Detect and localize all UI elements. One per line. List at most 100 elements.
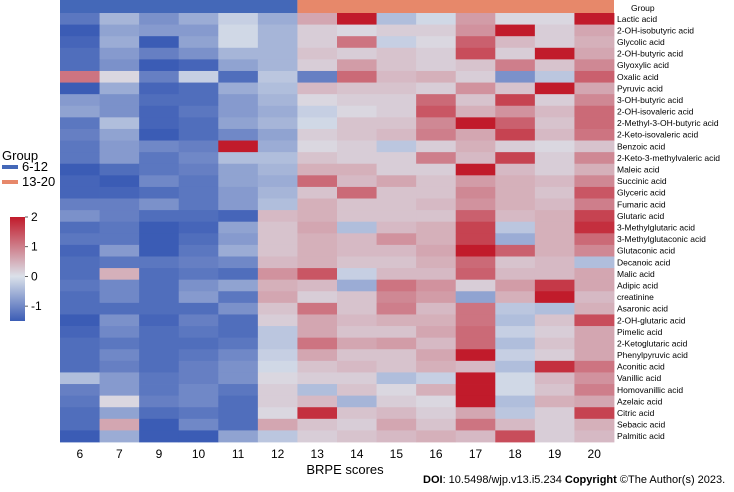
heatmap-cell xyxy=(139,82,180,95)
heatmap-cell xyxy=(455,221,496,234)
heatmap-cell xyxy=(534,13,575,25)
heatmap-cell xyxy=(218,47,259,60)
heatmap-cell xyxy=(99,279,140,292)
heatmap-cell xyxy=(60,256,100,269)
heatmap-cell xyxy=(139,70,180,83)
heatmap-cell xyxy=(60,337,100,350)
heatmap-cell xyxy=(178,175,219,188)
heatmap-cell xyxy=(257,210,298,223)
heatmap-cell xyxy=(534,175,575,188)
column-label: 11 xyxy=(232,447,245,461)
row-label: 3-Methylglutaconic acid xyxy=(617,234,706,244)
heatmap-cell xyxy=(574,128,615,141)
heatmap-cell xyxy=(99,407,140,420)
heatmap-cell xyxy=(574,326,615,339)
heatmap-cell xyxy=(534,36,575,49)
heatmap-cell xyxy=(574,256,615,269)
heatmap-cell xyxy=(218,314,259,327)
heatmap-cell xyxy=(139,13,180,25)
heatmap-cell xyxy=(574,59,615,72)
heatmap-cell xyxy=(297,418,338,431)
heatmap-cell xyxy=(416,418,457,431)
row-label: 2-Keto-3-methylvaleric acid xyxy=(617,153,720,163)
heatmap-cell xyxy=(376,24,417,37)
heatmap-cell xyxy=(139,395,180,408)
heatmap-cell xyxy=(218,349,259,362)
row-label: Glutaconic acid xyxy=(617,246,675,256)
heatmap-cell xyxy=(534,337,575,350)
heatmap-cell xyxy=(218,128,259,141)
heatmap-cell xyxy=(297,105,338,118)
heatmap-cell xyxy=(257,47,298,60)
heatmap-cell xyxy=(99,418,140,431)
heatmap-cell xyxy=(416,256,457,269)
heatmap-cell xyxy=(218,268,259,281)
heatmap-cell xyxy=(337,36,377,49)
heatmap-cell xyxy=(495,302,536,315)
heatmap-cell xyxy=(495,407,536,420)
heatmap-cell xyxy=(416,291,457,304)
heatmap-cell xyxy=(455,407,496,420)
heatmap-cell xyxy=(99,36,140,49)
column-label: 9 xyxy=(156,447,163,461)
heatmap-cell xyxy=(139,372,180,385)
heatmap-cell xyxy=(337,233,377,246)
heatmap-cell xyxy=(495,70,536,83)
heatmap-cell xyxy=(337,128,377,141)
heatmap-cell xyxy=(534,47,575,60)
heatmap-cell xyxy=(99,105,140,118)
heatmap-cell xyxy=(60,198,100,211)
group-annotation-bar xyxy=(60,0,614,13)
heatmap-cell xyxy=(60,279,100,292)
heatmap-cell xyxy=(337,418,377,431)
row-label: Benzoic acid xyxy=(617,141,665,151)
heatmap-cell xyxy=(139,418,180,431)
heatmap-cell xyxy=(455,268,496,281)
heatmap-cell xyxy=(495,94,536,107)
heatmap-cell xyxy=(376,244,417,257)
heatmap-cell xyxy=(416,314,457,327)
heatmap-cell xyxy=(178,384,219,397)
heatmap-cell xyxy=(257,384,298,397)
x-axis-title: BRPE scores xyxy=(306,462,384,477)
heatmap-cell xyxy=(455,326,496,339)
heatmap-cell xyxy=(455,94,496,107)
heatmap-cell xyxy=(534,24,575,37)
heatmap-cell xyxy=(218,117,259,130)
heatmap-cell xyxy=(178,198,219,211)
heatmap-cell xyxy=(495,337,536,350)
row-label: Glycolic acid xyxy=(617,37,665,47)
heatmap-cell xyxy=(257,13,298,25)
heatmap-cell xyxy=(99,256,140,269)
column-label: 14 xyxy=(350,447,364,461)
heatmap-cell xyxy=(495,221,536,234)
heatmap-cell xyxy=(337,326,377,339)
heatmap-cell xyxy=(337,175,377,188)
heatmap-cell xyxy=(416,233,457,246)
heatmap-cell xyxy=(257,128,298,141)
heatmap-cell xyxy=(495,163,536,176)
heatmap-cell xyxy=(495,233,536,246)
heatmap-cell xyxy=(60,418,100,431)
heatmap-cell xyxy=(60,152,100,165)
heatmap-cell xyxy=(416,279,457,292)
heatmap-cell xyxy=(337,47,377,60)
heatmap-cell xyxy=(99,152,140,165)
copyright-label: Copyright xyxy=(564,474,617,486)
heatmap-cell xyxy=(416,384,457,397)
heatmap-cell xyxy=(139,233,180,246)
heatmap-cell xyxy=(297,407,338,420)
doi-text: : 10.5498/wjp.v13.i5.234 xyxy=(442,474,565,486)
heatmap-cell xyxy=(416,70,457,83)
heatmap-cell xyxy=(455,430,496,443)
heatmap-cell xyxy=(337,59,377,72)
heatmap-cell xyxy=(60,221,100,234)
heatmap-cell xyxy=(534,407,575,420)
heatmap-cell xyxy=(60,175,100,188)
heatmap-cell xyxy=(416,326,457,339)
heatmap-cell xyxy=(416,47,457,60)
heatmap-cell xyxy=(218,70,259,83)
heatmap-cell xyxy=(337,210,377,223)
heatmap-cell xyxy=(297,221,338,234)
heatmap-cell xyxy=(297,430,338,443)
